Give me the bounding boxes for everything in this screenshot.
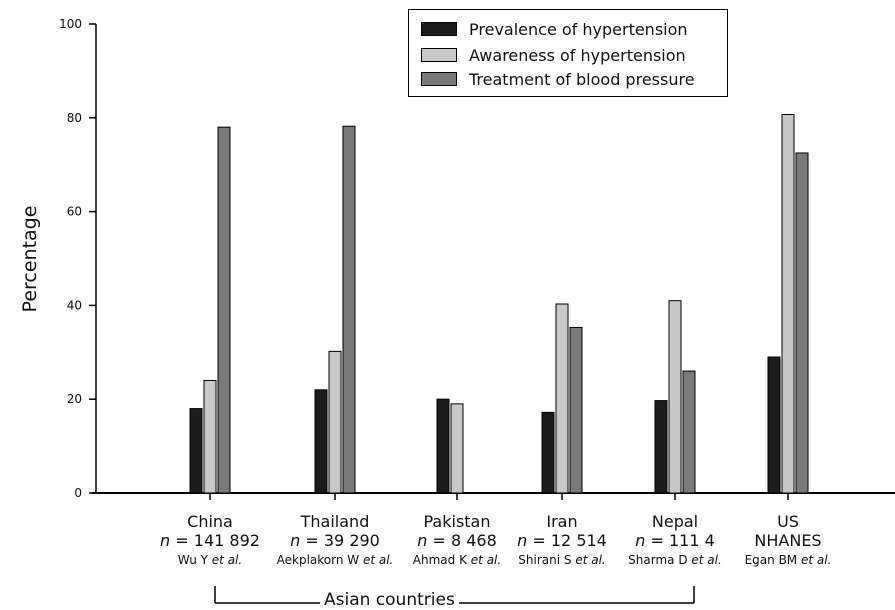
sample-size: n = 111 4 [605,531,745,550]
bar [795,152,809,494]
n-symbol: n [417,531,428,550]
reference: Ahmad K et al. [387,551,527,570]
n-value: NHANES [754,531,822,550]
bar [328,350,342,494]
bar [342,125,356,494]
bar [569,326,583,494]
n-value: = 8 468 [432,531,497,550]
reference: Shirani S et al. [492,551,632,570]
category-name: China [187,512,233,531]
y-tick-label: 0 [74,486,82,500]
sample-size: n = 12 514 [492,531,632,550]
bar [781,114,795,494]
legend-item-prevalence: Prevalence of hypertension [421,18,688,40]
bar [767,356,781,494]
n-value: = 111 4 [650,531,715,550]
category-label-pakistan: Pakistan n = 8 468 Ahmad K et al. [387,512,527,570]
bar [203,379,217,494]
ref-author: Ahmad K [412,553,467,567]
category-label-thailand: Thailand n = 39 290 Aekplakorn W et al. [265,512,405,570]
legend-swatch-awareness [421,48,457,62]
n-value: = 141 892 [175,531,260,550]
ref-author: Aekplakorn W [276,553,360,567]
legend: Prevalence of hypertension Awareness of … [408,9,728,97]
category-label-us: US NHANES Egan BM et al. [718,512,858,570]
ref-author: Shirani S [518,553,572,567]
n-symbol: n [517,531,528,550]
n-value: = 39 290 [305,531,380,550]
ref-author: Sharma D [628,553,688,567]
ref-etal: et al. [691,553,722,567]
n-value: = 12 514 [532,531,607,550]
category-label-china: China n = 141 892 Wu Y et al. [140,512,280,570]
reference: Egan BM et al. [718,551,858,570]
bar [314,389,328,494]
category-label-nepal: Nepal n = 111 4 Sharma D et al. [605,512,745,570]
ref-etal: et al. [362,553,394,567]
legend-item-treatment: Treatment of blood pressure [421,68,695,90]
bar [654,400,668,494]
legend-swatch-treatment [421,72,457,86]
bars [189,114,809,494]
y-tick-label: 40 [67,298,82,312]
category-name: Nepal [651,512,699,531]
y-tick-label: 20 [67,392,82,406]
reference: Wu Y et al. [140,551,280,570]
reference: Sharma D et al. [605,551,745,570]
bar [436,398,450,494]
ref-etal: et al. [575,553,606,567]
bar [668,300,682,494]
category-label-iran: Iran n = 12 514 Shirani S et al. [492,512,632,570]
category-name: Pakistan [423,512,491,531]
bar [189,408,203,494]
legend-label: Treatment of blood pressure [469,69,695,89]
bar [541,411,555,494]
bar [217,126,231,494]
legend-swatch-prevalence [421,22,457,36]
category-name: Iran [546,512,578,531]
bar [682,370,696,494]
ref-etal: et al. [470,553,502,567]
bar [450,403,464,494]
ref-etal: et al. [800,553,832,567]
category-name: Thailand [300,512,370,531]
sample-size: n = 8 468 [387,531,527,550]
sample-size: n = 141 892 [140,531,280,550]
n-symbol: n [635,531,646,550]
ref-author: Wu Y [177,553,208,567]
n-symbol: n [290,531,301,550]
ref-author: Egan BM [744,553,798,567]
legend-item-awareness: Awareness of hypertension [421,44,686,66]
group-label: Asian countries [320,591,459,609]
ref-etal: et al. [211,553,243,567]
legend-label: Awareness of hypertension [469,45,686,65]
n-symbol: n [160,531,171,550]
sample-size: NHANES [718,531,858,550]
sample-size: n = 39 290 [265,531,405,550]
reference: Aekplakorn W et al. [265,551,405,570]
bar [555,303,569,494]
category-name: US [777,512,799,531]
legend-label: Prevalence of hypertension [469,19,688,39]
y-tick-label: 80 [67,111,82,125]
y-tick-label: 60 [67,205,82,219]
y-tick-label: 100 [59,17,82,31]
y-axis-label: Percentage [19,205,41,313]
